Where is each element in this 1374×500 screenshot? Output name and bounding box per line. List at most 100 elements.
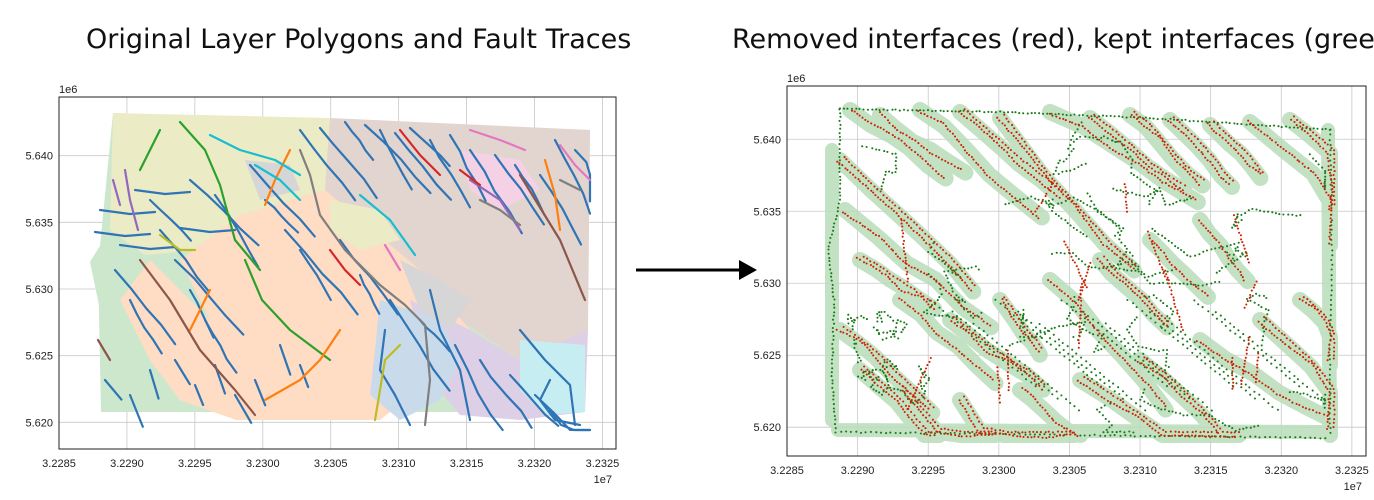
- removed-interface-point: [1079, 382, 1082, 385]
- removed-interface-point: [1145, 366, 1148, 369]
- kept-interface-point: [1112, 264, 1115, 267]
- kept-interface-point: [889, 431, 892, 434]
- removed-interface-point: [1074, 302, 1078, 305]
- removed-interface-point: [1212, 120, 1216, 123]
- removed-interface-point: [971, 362, 974, 365]
- kept-interface-point: [1129, 155, 1132, 158]
- removed-interface-point: [1283, 333, 1286, 337]
- removed-interface-point: [972, 410, 975, 413]
- removed-interface-point: [1106, 258, 1109, 262]
- removed-interface-point: [1173, 266, 1176, 269]
- kept-interface-point: [1030, 321, 1033, 324]
- kept-interface-point: [1225, 245, 1229, 248]
- kept-interface-point: [1311, 389, 1314, 392]
- removed-interface-point: [956, 299, 959, 302]
- removed-interface-point: [1220, 245, 1223, 248]
- removed-interface-point: [1242, 370, 1245, 373]
- removed-interface-point: [1140, 122, 1143, 125]
- kept-interface-point: [1107, 379, 1111, 382]
- removed-interface-point: [1333, 203, 1336, 206]
- removed-interface-point: [1076, 304, 1080, 307]
- removed-interface-point: [1230, 136, 1233, 140]
- removed-interface-point: [1172, 296, 1175, 299]
- kept-interface-point: [1241, 253, 1244, 256]
- removed-interface-point: [1256, 363, 1259, 366]
- kept-interface-point: [1162, 302, 1165, 305]
- kept-interface-point: [946, 277, 949, 280]
- kept-interface-point: [1168, 317, 1171, 320]
- removed-interface-point: [1079, 307, 1082, 310]
- kept-interface-point: [885, 337, 888, 340]
- removed-interface-point: [1167, 376, 1170, 379]
- removed-interface-point: [987, 433, 990, 437]
- removed-interface-point: [871, 348, 875, 351]
- removed-interface-point: [1161, 140, 1164, 143]
- removed-interface-point: [896, 399, 899, 402]
- removed-interface-point: [1253, 283, 1256, 287]
- removed-interface-point: [1189, 280, 1192, 283]
- kept-interface-point: [1224, 324, 1227, 328]
- kept-interface-point: [832, 394, 835, 397]
- kept-interface-point: [1130, 335, 1133, 338]
- kept-interface-point: [1329, 298, 1333, 301]
- removed-interface-point: [1227, 142, 1230, 145]
- removed-interface-point: [1111, 347, 1114, 350]
- removed-interface-point: [922, 295, 925, 298]
- removed-interface-point: [963, 430, 966, 434]
- removed-interface-point: [1166, 143, 1169, 146]
- removed-interface-point: [1327, 168, 1330, 172]
- kept-interface-point: [938, 296, 941, 299]
- removed-interface-point: [1033, 435, 1036, 438]
- kept-interface-point: [1129, 434, 1132, 437]
- kept-interface-point: [1055, 348, 1058, 351]
- kept-interface-point: [887, 384, 890, 387]
- kept-interface-point: [1207, 352, 1210, 355]
- removed-interface-point: [1242, 244, 1245, 247]
- kept-interface-point: [846, 318, 849, 321]
- removed-interface-point: [1246, 258, 1249, 261]
- removed-interface-points: [1123, 183, 1129, 213]
- kept-interface-point: [1329, 149, 1332, 152]
- removed-interface-point: [895, 380, 899, 384]
- kept-interface-point: [975, 336, 978, 339]
- removed-interface-point: [1186, 129, 1190, 132]
- kept-interface-point: [1096, 210, 1099, 214]
- removed-interface-point: [1317, 142, 1320, 145]
- removed-interface-point: [1067, 193, 1070, 197]
- kept-interface-point: [1036, 332, 1039, 335]
- removed-interface-point: [912, 307, 915, 310]
- removed-interface-point: [933, 278, 936, 281]
- kept-interface-point: [1111, 340, 1114, 343]
- removed-interface-point: [959, 167, 962, 170]
- removed-interface-point: [1319, 377, 1322, 380]
- kept-interface-point: [1056, 397, 1059, 400]
- removed-interface-point: [1174, 430, 1177, 433]
- removed-interface-points: [950, 320, 1044, 391]
- removed-interface-point: [1019, 142, 1022, 145]
- removed-interface-point: [960, 353, 964, 356]
- removed-interface-point: [872, 191, 875, 194]
- x-offset-label: 1e7: [1344, 481, 1362, 493]
- removed-interface-point: [1076, 379, 1079, 382]
- kept-interface-point: [1153, 193, 1157, 196]
- removed-interface-point: [891, 249, 895, 252]
- kept-interface-point: [1165, 360, 1168, 363]
- kept-interface-point: [1118, 392, 1121, 396]
- kept-interface-point: [1038, 112, 1041, 115]
- kept-interface-point: [955, 294, 958, 297]
- kept-interface-point: [830, 371, 833, 374]
- kept-interface-point: [850, 319, 854, 323]
- removed-interface-point: [1133, 369, 1136, 372]
- removed-interface-point: [892, 275, 895, 278]
- removed-interface-point: [1073, 261, 1076, 264]
- removed-interface-point: [908, 146, 911, 149]
- removed-interface-point: [929, 164, 932, 167]
- removed-interface-points: [855, 256, 936, 311]
- removed-interface-point: [1250, 289, 1253, 292]
- removed-interface-point: [1210, 127, 1213, 130]
- kept-interface-point: [1136, 268, 1140, 271]
- removed-interface-point: [1232, 381, 1235, 384]
- kept-interface-point: [1114, 140, 1117, 144]
- removed-interface-point: [1221, 430, 1224, 433]
- removed-interface-point: [1150, 162, 1153, 165]
